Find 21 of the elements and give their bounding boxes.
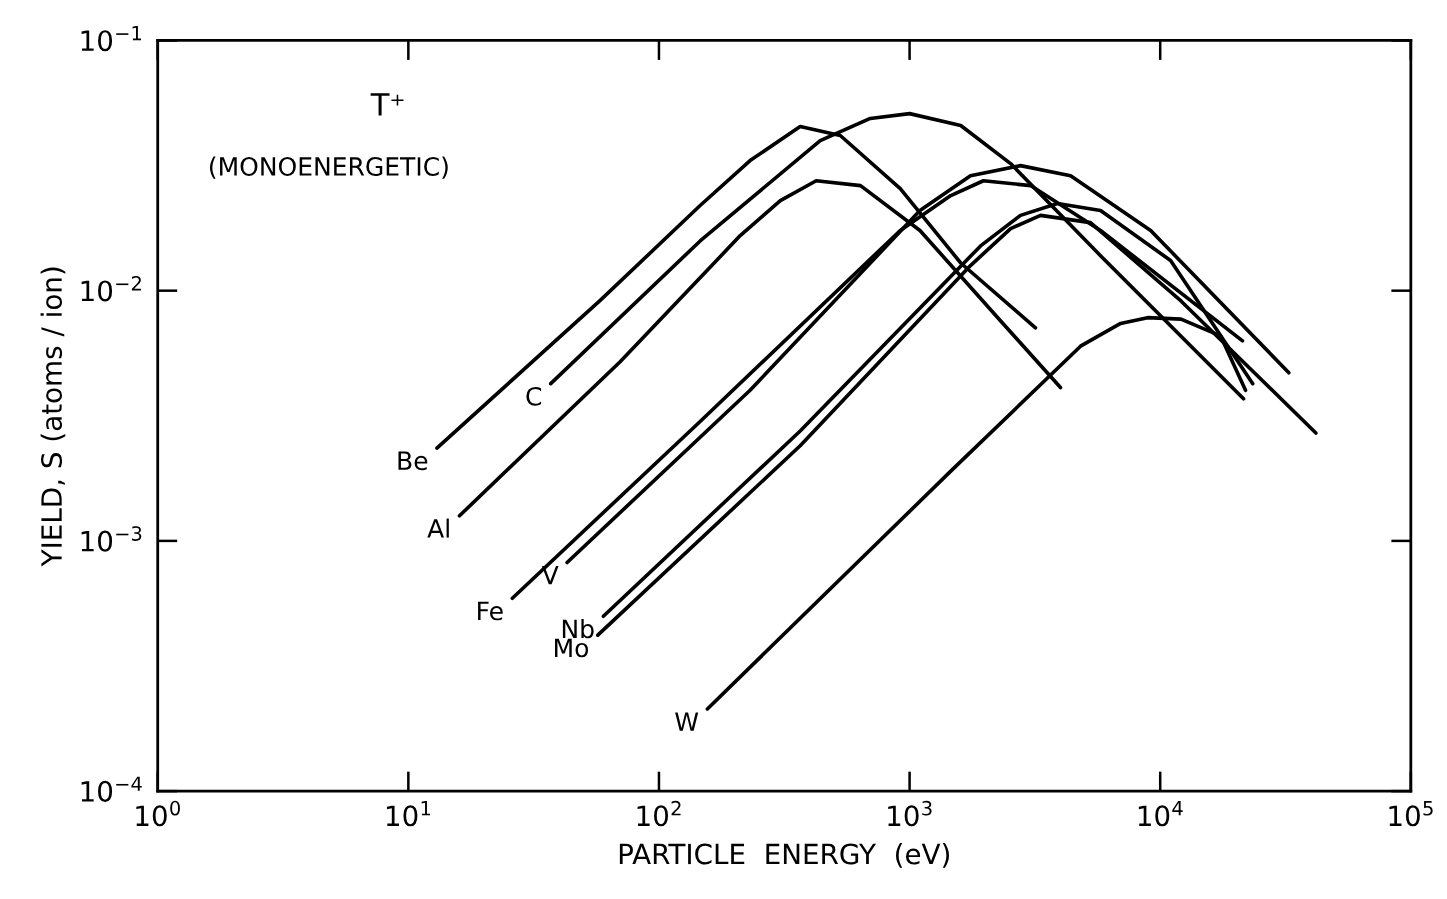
y-tick-label: 10$^{−2}$ xyxy=(81,275,141,302)
x-tick-label: 10$^{0}$ xyxy=(136,800,180,827)
y-tick-label: 10$^{−3}$ xyxy=(81,526,142,552)
series-label: Al xyxy=(427,518,449,538)
series-label: Mo xyxy=(555,638,589,658)
x-axis-title: PARTICLE ENERGY (eV) xyxy=(619,843,949,868)
x-tick-label: 10$^{4}$ xyxy=(1138,801,1183,827)
series-label: Nb xyxy=(562,619,594,639)
annotation: (MONOENERGETIC) xyxy=(210,156,448,179)
y-tick-label: 10$^{−1}$ xyxy=(81,26,142,52)
x-tick-label: 10$^{3}$ xyxy=(888,800,932,827)
y-tick-label: 10$^{−4}$ xyxy=(81,776,142,802)
x-tick-label: 10$^{5}$ xyxy=(1389,801,1433,827)
y-axis-title: YIELD, S (atoms / ion) xyxy=(40,267,66,567)
series-label: W xyxy=(675,712,699,731)
series-label: Fe xyxy=(478,601,503,621)
series-label: C xyxy=(526,386,542,406)
x-tick-label: 10$^{2}$ xyxy=(637,800,681,827)
x-tick-label: 10$^{1}$ xyxy=(386,801,431,827)
annotation: T⁺ xyxy=(370,93,404,116)
series-label: Be xyxy=(398,451,428,471)
